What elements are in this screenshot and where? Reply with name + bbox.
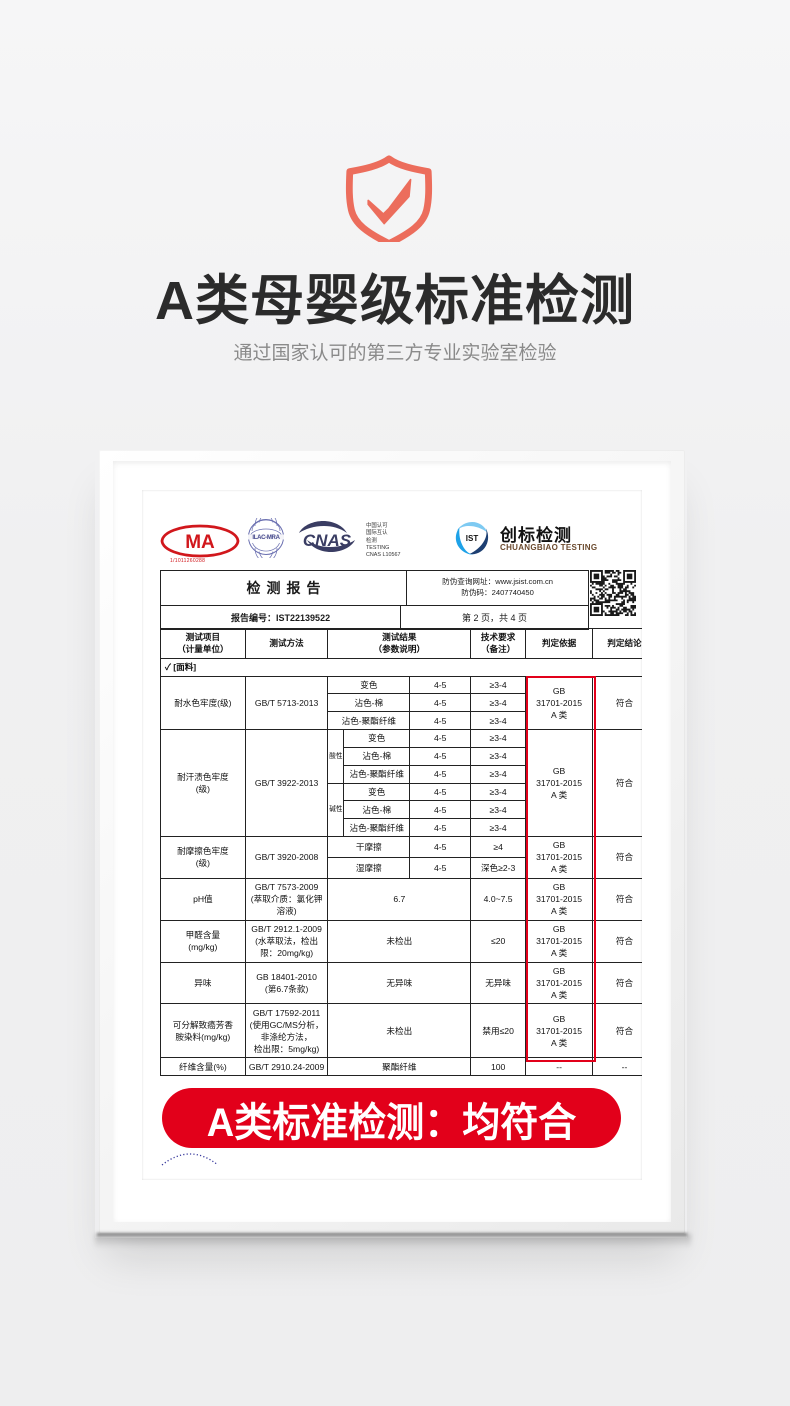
svg-text:MA: MA: [185, 532, 215, 553]
svg-text:CNAS: CNAS: [303, 531, 352, 550]
svg-text:IST: IST: [466, 534, 479, 543]
svg-text:ILAC-MRA: ILAC-MRA: [252, 535, 280, 541]
